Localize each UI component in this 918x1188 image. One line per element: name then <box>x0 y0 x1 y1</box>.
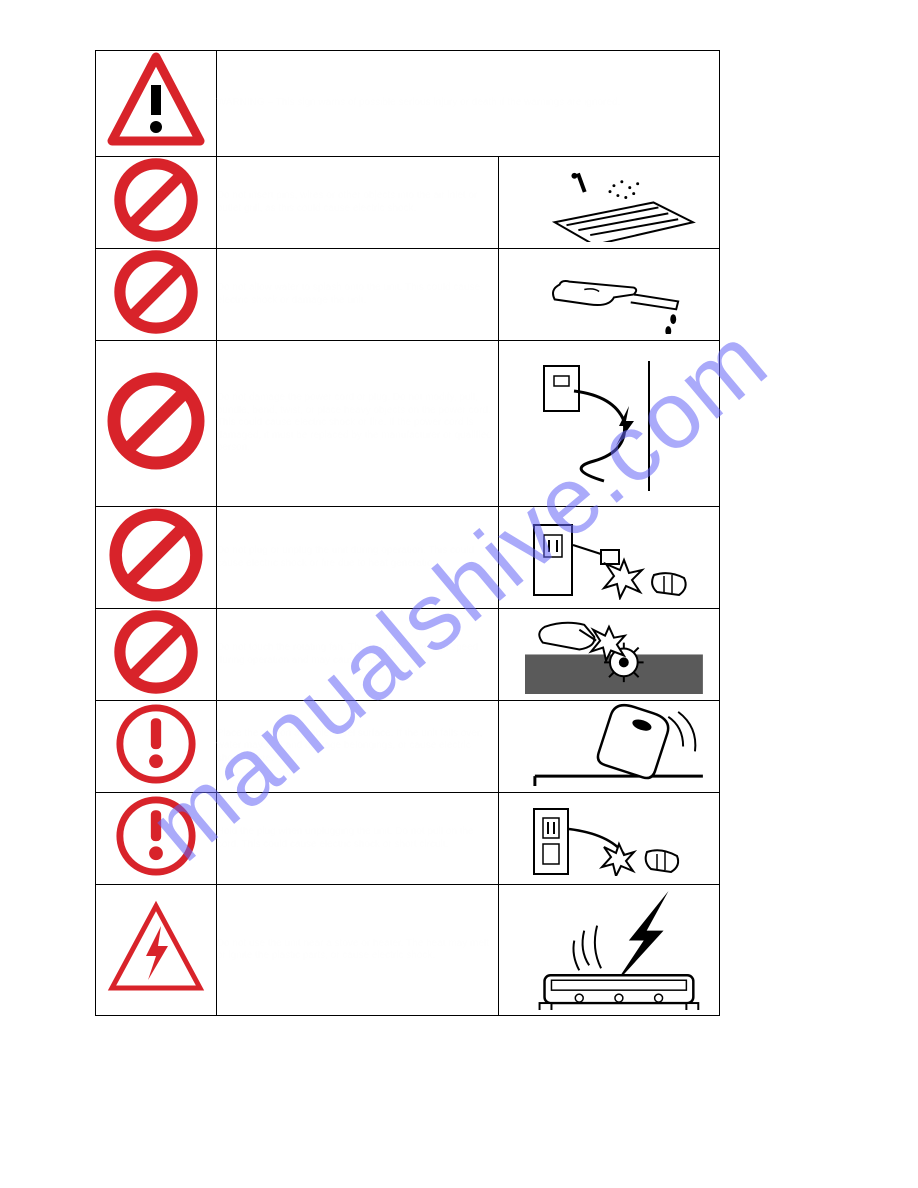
prohibition-icon <box>113 249 199 335</box>
warning-text-cell: Do not touch the rotating fan. The fan r… <box>216 609 499 701</box>
plug_impact2-illustration <box>514 796 704 876</box>
warning-text-cell: Do not insert pins, wires or other objec… <box>216 157 499 249</box>
warning-icon-cell <box>96 341 217 507</box>
illustration-cell <box>499 249 720 341</box>
table-row: Do not touch the rotating fan. The fan r… <box>96 609 720 701</box>
table-row: Do not damage the power cord or plug. Do… <box>96 341 720 507</box>
lightning_stove-illustration <box>514 886 704 1010</box>
warning-icon-cell <box>96 885 217 1016</box>
table-row: Do not plug or unplug the unit during op… <box>96 507 720 609</box>
warning-icon-cell <box>96 157 217 249</box>
grill_pins-illustration <box>514 158 704 242</box>
prohibition-icon <box>108 507 204 603</box>
warning-icon-cell <box>96 609 217 701</box>
warning-text-cell: Place the unit on a stable, level surfac… <box>216 701 499 793</box>
hand_fan-illustration <box>514 610 704 694</box>
table-row: Place the unit on a stable, level surfac… <box>96 701 720 793</box>
unit_tipping-illustration <box>514 702 704 786</box>
illustration-cell <box>499 885 720 1016</box>
illustration-cell <box>499 157 720 249</box>
cord_outlet-illustration <box>519 351 699 491</box>
finger_drip-illustration <box>519 250 699 334</box>
voltage_triangle-icon <box>106 898 206 998</box>
warning-text-cell: Do not damage the power cord or plug. Do… <box>216 341 499 507</box>
table-row: Do not use the unit near a stove or heat… <box>96 885 720 1016</box>
warning-text-cell: WARNING – This sign warns of possible se… <box>216 51 719 157</box>
mandatory-icon <box>113 793 199 879</box>
document-page: manualshive.com WARNING – This sign warn… <box>0 0 918 1188</box>
warning-icon-cell <box>96 249 217 341</box>
prohibition-icon <box>113 157 199 243</box>
warning-text-cell: Do not use the unit near a stove or heat… <box>216 885 499 1016</box>
page-number: 4 <box>802 1106 808 1118</box>
prohibition-icon <box>113 609 199 695</box>
illustration-cell <box>499 507 720 609</box>
warning-icon-cell <box>96 51 217 157</box>
table-row: Do not insert pins, wires or other objec… <box>96 157 720 249</box>
illustration-cell <box>499 609 720 701</box>
prohibition-icon <box>106 371 206 471</box>
illustration-cell <box>499 341 720 507</box>
warning-text-cell: Do not allow water to splash onto the un… <box>216 249 499 341</box>
warning_triangle-icon <box>106 51 206 151</box>
mandatory-icon <box>113 701 199 787</box>
warning-icon-cell <box>96 793 217 885</box>
illustration-cell <box>499 793 720 885</box>
table-row: Do not allow water to splash onto the un… <box>96 249 720 341</box>
warning-icon-cell <box>96 507 217 609</box>
table-row: Hold the plug when unplugging the unit. … <box>96 793 720 885</box>
table-row: WARNING – This sign warns of possible se… <box>96 51 720 157</box>
safety-warnings-table: WARNING – This sign warns of possible se… <box>95 50 720 1016</box>
warning-text-cell: Do not plug or unplug the unit during op… <box>216 507 499 609</box>
warning-icon-cell <box>96 701 217 793</box>
plug_impact-illustration <box>514 510 704 600</box>
warning-text-cell: Hold the plug when unplugging the unit. … <box>216 793 499 885</box>
illustration-cell <box>499 701 720 793</box>
